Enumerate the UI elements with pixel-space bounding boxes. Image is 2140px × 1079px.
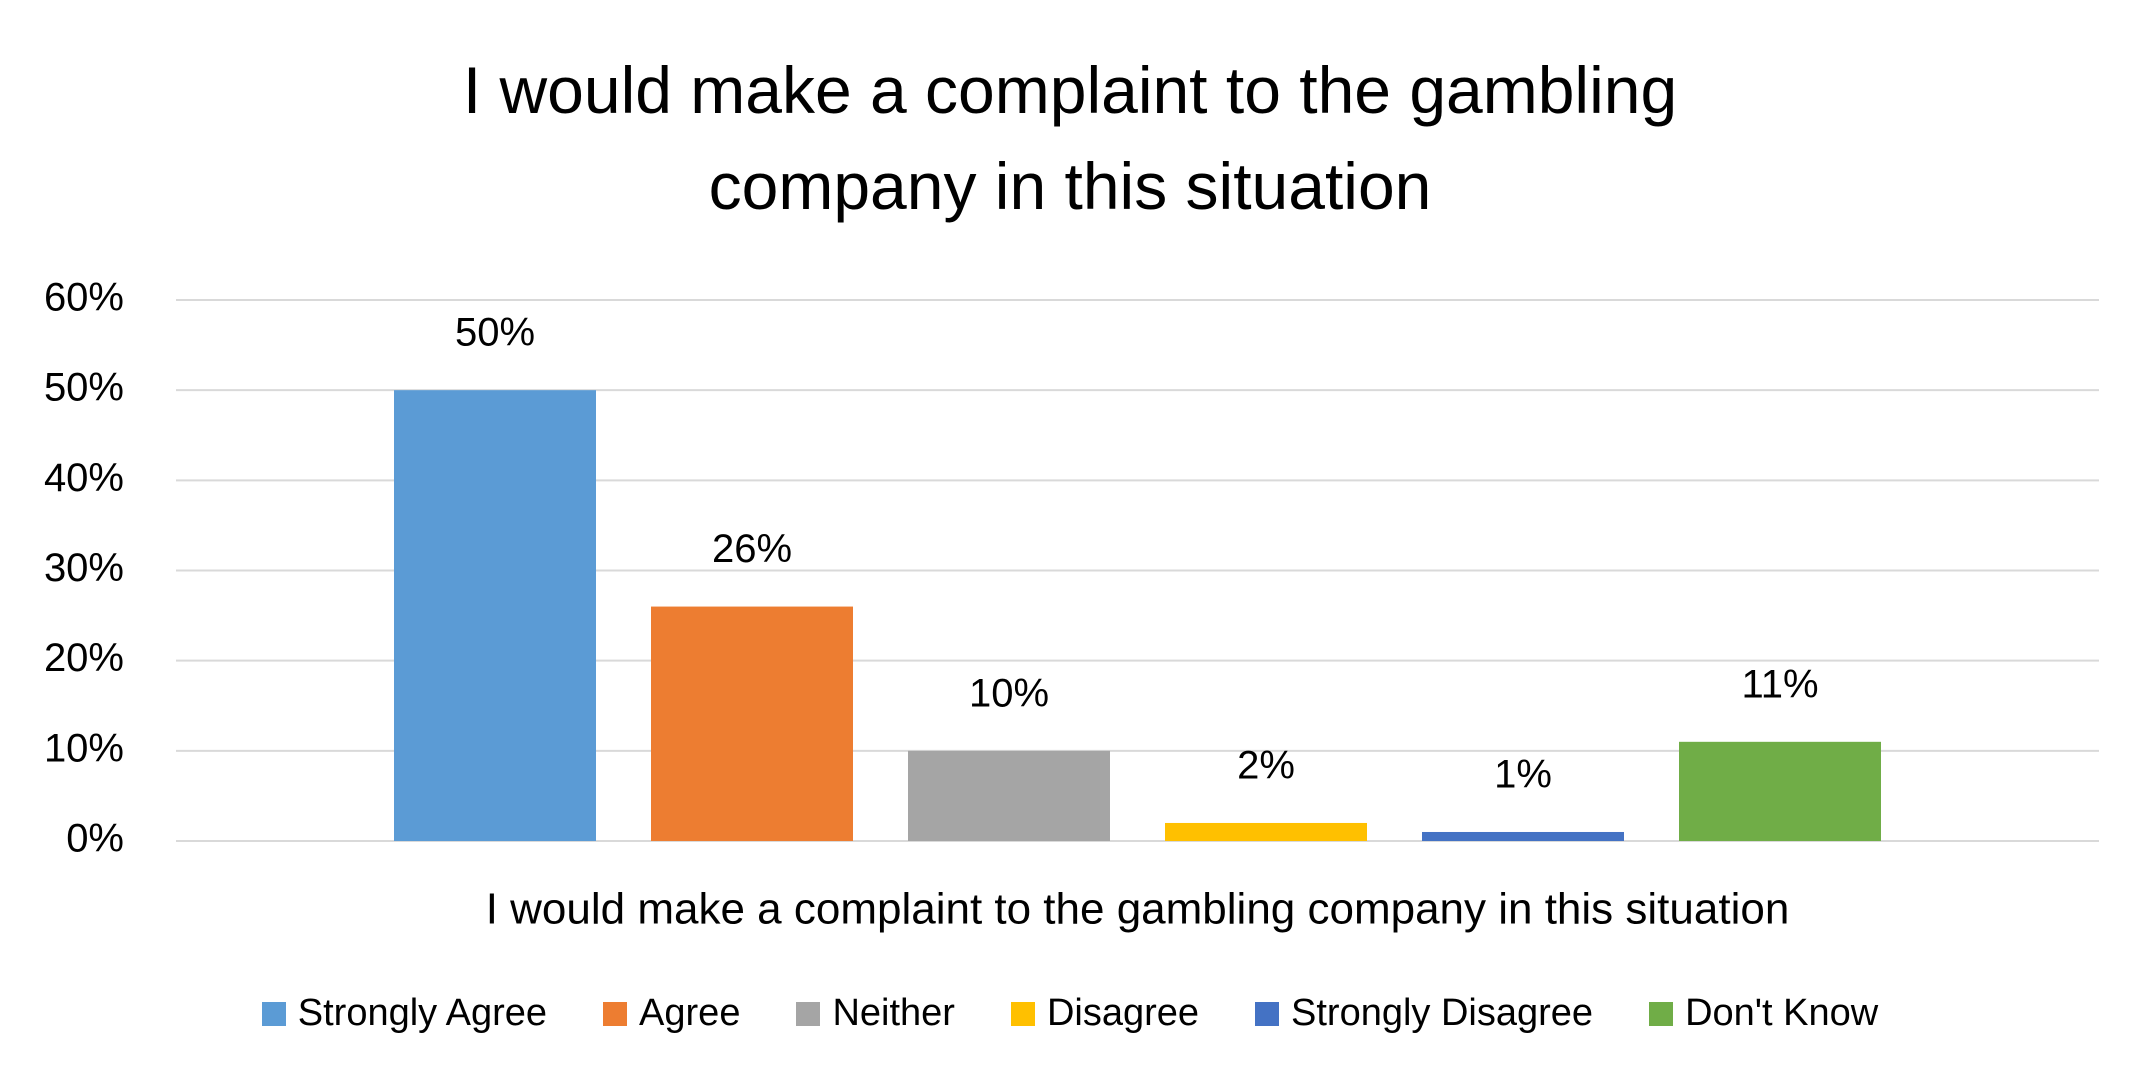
bar [651,606,853,841]
legend-swatch [261,1001,286,1026]
bar [908,750,1110,841]
bar [1422,831,1624,841]
legend-label: Strongly Disagree [1291,992,1594,1034]
legend-swatch [603,1001,628,1026]
data-label: 11% [1741,662,1818,706]
legend-swatch [1010,1001,1035,1026]
y-tick-label: 20% [44,636,124,680]
data-label: 2% [1237,744,1295,788]
y-tick-label: 0% [66,817,124,861]
legend-label: Strongly Agree [297,992,548,1034]
legend-item: Strongly Agree [261,992,548,1035]
y-tick-label: 60% [44,276,124,320]
x-tick-label: I would make a complaint to the gambling… [486,885,1790,934]
bar [394,390,596,841]
legend-swatch [796,1001,821,1026]
legend-label: Agree [639,992,741,1034]
bar [1679,741,1881,841]
legend-item: Neither [796,992,955,1035]
data-label: 1% [1494,753,1552,797]
legend-swatch [1649,1001,1674,1026]
bar [1165,822,1367,841]
data-label: 26% [712,527,792,571]
legend-item: Disagree [1010,992,1200,1035]
legend-label: Neither [832,992,955,1034]
legend-item: Strongly Disagree [1255,992,1593,1035]
legend-swatch [1255,1001,1280,1026]
y-tick-label: 40% [44,456,124,500]
y-tick-label: 30% [44,546,124,590]
legend: Strongly Agree Agree Neither Disagree Strong… [0,992,2140,1035]
legend-label: Disagree [1046,992,1200,1034]
chart-title: I would make a complaint to the gambling… [462,53,1678,223]
legend-item: Don't Know [1649,992,1878,1035]
y-tick-label: 50% [44,366,124,410]
legend-item: Agree [603,992,740,1035]
data-label: 10% [969,671,1049,715]
y-tick-label: 10% [44,726,124,770]
data-label: 50% [455,311,535,355]
legend-label: Don't Know [1685,992,1879,1034]
